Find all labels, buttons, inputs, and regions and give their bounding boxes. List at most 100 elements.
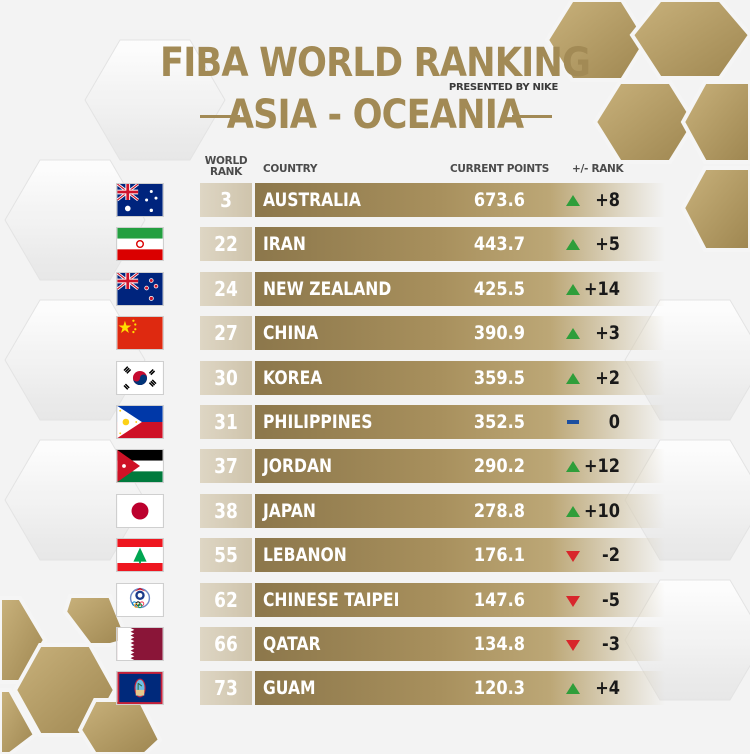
rank-change: +10 [583,499,620,522]
world-rank: 3 [220,188,232,212]
country-bar [255,360,665,395]
country-name: GUAM [263,677,316,700]
table-row: 22 IRAN 443.7 +5 [0,227,750,262]
rank-change: +5 [595,233,620,256]
jordan-flag-icon [116,449,164,484]
country-bar [255,405,665,439]
country-bar [255,627,665,661]
country-name: IRAN [263,233,306,256]
table-row: 37 JORDAN 290.2 +12 [0,449,750,484]
philippines-flag-icon [116,405,164,439]
page-title: FIBA WORLD RANKING [160,40,591,86]
rank-cell [200,271,252,306]
country-header: COUNTRY [263,163,318,175]
current-points: 425.5 [473,277,525,300]
rank-up-arrow-icon [566,372,580,384]
rank-cell [200,582,252,617]
current-points: 352.5 [473,411,525,433]
world-rank: 73 [214,676,238,701]
country-name: NEW ZEALAND [263,277,392,300]
korea-flag-icon [116,360,164,395]
world-rank-header: WORLD RANK [204,155,248,178]
current-points: 390.9 [473,322,525,345]
world-rank: 37 [214,454,238,479]
current-points: 290.2 [473,455,525,478]
country-name: JORDAN [263,455,333,478]
left-divider [200,115,240,118]
country-bar [255,449,665,484]
country-bar [255,538,665,573]
right-divider [512,115,552,118]
country-bar [255,582,665,617]
lebanon-flag-icon [116,538,164,573]
current-points: 443.7 [473,233,525,256]
rank-cell [200,671,252,706]
current-points: 278.8 [473,499,525,522]
country-name: KOREA [263,366,323,389]
table-row: 3 AUSTRALIA 673.6 +8 [0,183,750,218]
current-points: 176.1 [473,544,525,567]
table-row: 62 CHINESE TAIPEI 147.6 -5 [0,582,750,618]
current-points: 120.3 [473,677,525,700]
rank-up-arrow-icon [566,283,580,295]
world-rank: 66 [214,632,238,656]
country-name: PHILIPPINES [263,411,373,433]
rank-cell [200,316,252,351]
rank-cell [200,493,252,528]
rank-change: +12 [583,455,620,478]
table-row: 55 LEBANON 176.1 -2 [0,538,750,573]
table-row: 24 NEW ZEALAND 425.5 +14 [0,271,750,307]
rank-change: +4 [595,677,620,700]
rank-down-arrow-icon [566,551,580,563]
rank-change: +3 [595,322,620,345]
sponsor-line: PRESENTED BY NIKE [448,82,558,93]
points-header: CURRENT POINTS [450,163,550,175]
table-row: 31 PHILIPPINES 352.5 0 [0,405,750,440]
country-name: JAPAN [263,499,316,522]
guam-flag-icon [116,671,164,706]
australia-flag-icon [116,183,164,217]
rank-up-arrow-icon [566,239,580,251]
world-rank: 62 [214,587,238,612]
change-header: +/- RANK [572,163,624,175]
rank-cell [200,449,252,484]
rank-up-arrow-icon [566,505,580,517]
country-name: CHINA [263,322,319,345]
table-row: 30 KOREA 359.5 +2 [0,360,750,396]
country-name: LEBANON [263,544,347,567]
table-row: 38 JAPAN 278.8 +10 [0,493,750,529]
country-bar [255,671,665,706]
rank-change: 0 [608,411,620,433]
rank-change: -3 [602,633,620,655]
rank-change: +8 [595,189,620,211]
rank-down-arrow-icon [566,595,580,607]
region-title: ASIA - OCEANIA [226,92,524,138]
rank-cell [200,627,252,661]
country-bar [255,316,665,351]
rank-cell [200,405,252,439]
iran-flag-icon [116,227,164,262]
world-rank: 22 [214,232,238,257]
world-rank: 31 [214,410,238,434]
country-bar [255,493,665,528]
qatar-flag-icon [116,627,164,661]
table-row: 73 GUAM 120.3 +4 [0,671,750,706]
rank-up-arrow-icon [566,195,580,206]
japan-flag-icon [116,493,164,528]
china-flag-icon [116,316,164,351]
country-name: AUSTRALIA [263,189,361,211]
country-name: QATAR [263,633,321,655]
current-points: 134.8 [473,633,525,655]
rank-change: -2 [602,544,620,567]
rank-change: +14 [583,277,620,300]
rank-down-arrow-icon [566,640,580,651]
country-name: CHINESE TAIPEI [263,588,400,611]
rank-change: -5 [602,588,620,611]
rank-change: +2 [595,366,620,389]
chinese-taipei-flag-icon [116,582,164,617]
table-row: 66 QATAR 134.8 -3 [0,627,750,662]
rank-cell [200,360,252,395]
current-points: 147.6 [473,588,525,611]
new-zealand-flag-icon [116,271,164,306]
world-rank: 27 [214,321,238,346]
